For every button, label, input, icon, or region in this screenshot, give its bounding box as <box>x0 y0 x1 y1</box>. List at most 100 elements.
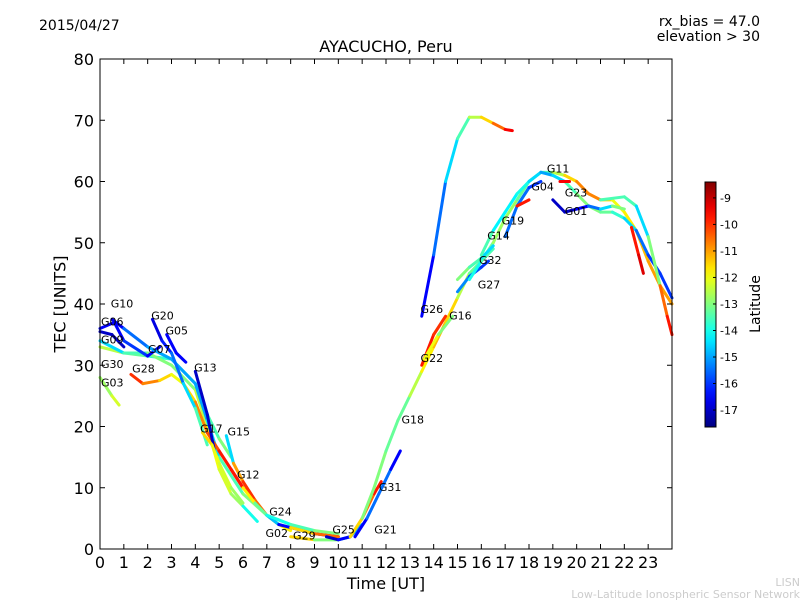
series-G30-segment <box>146 351 173 367</box>
series-G28-segment <box>193 400 209 435</box>
series-G31-segment <box>389 449 402 471</box>
series-G10-segment <box>122 327 150 349</box>
series-G30-segment <box>229 492 245 508</box>
series-G18-segment <box>408 369 424 398</box>
series-G29-segment <box>313 532 340 539</box>
colorbar-tick-label: -13 <box>720 298 738 311</box>
satellite-label: G25 <box>332 524 355 537</box>
rx-bias-label: rx_bias = 47.0 <box>658 14 760 30</box>
satellite-label: G13 <box>194 361 217 374</box>
series-G17-segment <box>229 486 245 505</box>
series-G19-segment <box>491 210 507 232</box>
satellite-label: G18 <box>401 413 424 426</box>
x-tick-label: 17 <box>495 553 515 572</box>
series-G30-segment <box>98 339 126 355</box>
satellite-label: G02 <box>265 527 288 540</box>
x-tick-label: 6 <box>238 553 248 572</box>
series-G10-segment <box>217 455 245 496</box>
colorbar-tick-label: -10 <box>720 218 738 231</box>
series-late-a-segment <box>658 284 669 318</box>
y-tick-label: 40 <box>74 295 94 314</box>
series-G06-segment <box>98 320 116 330</box>
satellite-label: G06 <box>101 315 124 328</box>
series-G26-segment <box>432 180 448 257</box>
series-G26-segment <box>444 137 459 183</box>
series-G10-segment <box>146 345 173 361</box>
satellite-label: G05 <box>166 325 189 338</box>
series-G04-segment <box>515 186 531 208</box>
series-G30-segment <box>170 363 197 392</box>
series-G18-segment <box>551 170 567 177</box>
chart-title: AYACUCHO, Peru <box>319 37 453 56</box>
satellite-label: G21 <box>374 524 397 537</box>
series-G15-segment <box>231 461 245 484</box>
x-tick-label: 9 <box>309 553 319 572</box>
series-G04-segment <box>527 180 543 190</box>
series-late-a-segment <box>634 204 650 239</box>
series-G20-segment <box>181 382 197 410</box>
x-tick-label: 23 <box>638 553 658 572</box>
series-G32-segment <box>479 247 495 263</box>
satellite-label: G16 <box>449 309 472 322</box>
series-G03-segment <box>98 376 114 398</box>
x-tick-label: 15 <box>447 553 467 572</box>
series-G20-segment <box>170 351 185 386</box>
series-G20-segment <box>193 406 209 447</box>
colorbar-tick-label: -11 <box>720 245 738 258</box>
series-G31-segment <box>365 492 381 520</box>
satellite-label: G14 <box>487 230 510 243</box>
series-G28-segment <box>141 379 162 386</box>
satellite-label: G22 <box>421 352 444 365</box>
plot-frame <box>99 58 673 550</box>
y-tick-label: 30 <box>74 356 94 375</box>
satellite-label: G23 <box>565 187 588 200</box>
series-G14-segment <box>456 265 471 281</box>
series-G16-segment <box>422 333 440 361</box>
series-G02-segment <box>289 535 316 542</box>
y-tick-label: 60 <box>74 173 94 192</box>
series-late-a-segment <box>599 195 626 202</box>
satellite-label: G03 <box>101 376 124 389</box>
date-label: 2015/04/27 <box>39 18 120 34</box>
satellite-label: G19 <box>502 215 525 228</box>
x-tick-label: 2 <box>143 553 153 572</box>
x-axis-label: Time [UT] <box>346 574 426 593</box>
x-tick-label: 5 <box>214 553 224 572</box>
series-G10-segment <box>193 382 209 422</box>
satellite-label: G27 <box>478 279 501 292</box>
series-G27-segment <box>479 259 490 269</box>
satellite-label: G17 <box>200 423 223 436</box>
series-G18-segment <box>587 192 602 202</box>
series-G26-segment <box>456 115 471 141</box>
satellite-label: G01 <box>565 205 588 218</box>
colorbar-tick-label: -14 <box>720 324 738 337</box>
series-G17-segment <box>200 431 214 447</box>
series-late-b-segment <box>637 253 645 275</box>
satellite-label: G15 <box>228 426 251 439</box>
series-G26-segment <box>503 127 514 133</box>
series-G20-segment <box>160 339 173 355</box>
series-G01-segment <box>551 198 567 214</box>
series-G14-segment <box>479 244 495 260</box>
x-tick-label: 13 <box>400 553 420 572</box>
satellite-label: G20 <box>151 309 174 322</box>
series-G06-segment <box>122 339 150 358</box>
series-G17-segment <box>217 461 233 490</box>
satellite-label: G26 <box>421 303 444 316</box>
series-G12-segment <box>253 501 269 517</box>
series-G05-segment <box>165 333 178 355</box>
series-G15-segment <box>241 480 257 502</box>
series-G16-segment <box>436 314 455 337</box>
series-G29-segment <box>289 526 316 536</box>
series-G28-segment <box>217 449 233 471</box>
series-G18-segment <box>444 296 459 324</box>
series-G05-segment <box>174 351 188 364</box>
colorbar <box>704 181 717 428</box>
series-G11-segment <box>515 198 531 208</box>
colorbar-tick-label: -9 <box>720 192 731 205</box>
series-G28-segment <box>158 372 173 383</box>
series-G26-segment <box>491 121 507 131</box>
series-late-a-segment <box>646 235 662 288</box>
